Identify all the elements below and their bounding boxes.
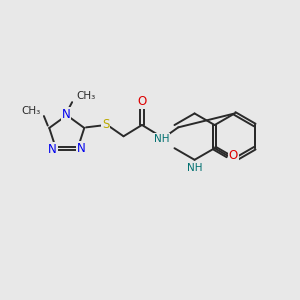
Text: NH: NH	[154, 134, 170, 144]
Text: O: O	[229, 149, 238, 162]
Text: CH₃: CH₃	[76, 91, 96, 101]
Text: CH₃: CH₃	[21, 106, 40, 116]
Text: NH: NH	[187, 163, 202, 173]
Text: N: N	[77, 142, 85, 155]
Text: N: N	[61, 108, 70, 121]
Text: O: O	[137, 95, 147, 108]
Text: N: N	[48, 143, 57, 156]
Text: S: S	[102, 118, 110, 131]
